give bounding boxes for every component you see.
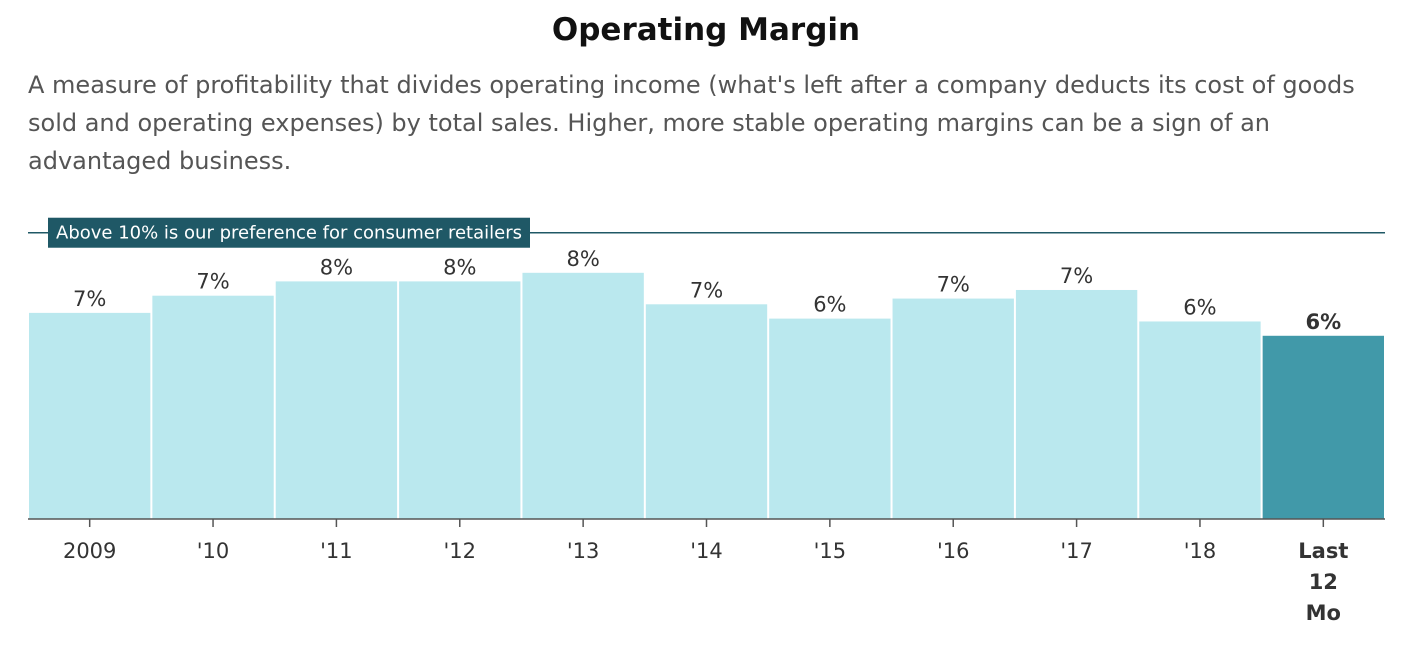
x-tick-label: '12 bbox=[444, 539, 477, 563]
bar-9 bbox=[1139, 321, 1261, 519]
bar-7 bbox=[892, 298, 1014, 519]
x-tick-label: '11 bbox=[320, 539, 353, 563]
x-tick-label: Last 12 Mo bbox=[1298, 539, 1348, 625]
reference-label: Above 10% is our preference for consumer… bbox=[56, 223, 522, 244]
bar-value-label: 6% bbox=[1305, 310, 1341, 334]
chart-description: A measure of profitability that divides … bbox=[28, 71, 1355, 175]
bar-8 bbox=[1015, 289, 1138, 519]
bar-value-label: 7% bbox=[196, 270, 229, 294]
bar-value-label: 8% bbox=[566, 247, 599, 271]
bar-value-label: 7% bbox=[937, 273, 970, 297]
bars-layer: 7% 7% 8% 8% 8% 7% 6% 7% 7% 6% 6% bbox=[29, 247, 1384, 519]
x-axis-ticks: 2009 '10 '11 '12 '13 '14 '15 '16 '17 '18 Last 12 Mo bbox=[63, 519, 1348, 625]
reference-label-box bbox=[48, 217, 530, 248]
bar-value-label: 6% bbox=[1183, 295, 1216, 319]
bar-value-label: 6% bbox=[813, 293, 846, 317]
x-tick-label: '17 bbox=[1060, 539, 1093, 563]
bar-0 bbox=[29, 312, 151, 519]
x-tick-label: '18 bbox=[1184, 539, 1217, 563]
x-tick-label: '15 bbox=[814, 539, 847, 563]
bar-1 bbox=[152, 295, 274, 519]
bar-value-label: 7% bbox=[690, 278, 723, 302]
x-tick-label: '14 bbox=[690, 539, 723, 563]
bar-10 bbox=[1262, 335, 1384, 519]
bar-value-label: 8% bbox=[443, 255, 476, 279]
chart-title: Operating Margin bbox=[551, 12, 861, 48]
x-tick-label: '13 bbox=[567, 539, 600, 563]
x-tick-label: 2009 bbox=[63, 539, 116, 563]
bar-6 bbox=[769, 318, 891, 519]
bar-value-label: 8% bbox=[320, 255, 353, 279]
bar-3 bbox=[399, 281, 521, 519]
bar-2 bbox=[275, 281, 398, 519]
bar-value-label: 7% bbox=[73, 287, 106, 311]
reference-layer: Above 10% is our preference for consumer… bbox=[28, 217, 1385, 248]
bar-5 bbox=[645, 304, 768, 519]
x-tick-label: '16 bbox=[937, 539, 970, 563]
bar-4 bbox=[522, 272, 644, 519]
bar-value-label: 7% bbox=[1060, 264, 1093, 288]
x-tick-label: '10 bbox=[197, 539, 230, 563]
